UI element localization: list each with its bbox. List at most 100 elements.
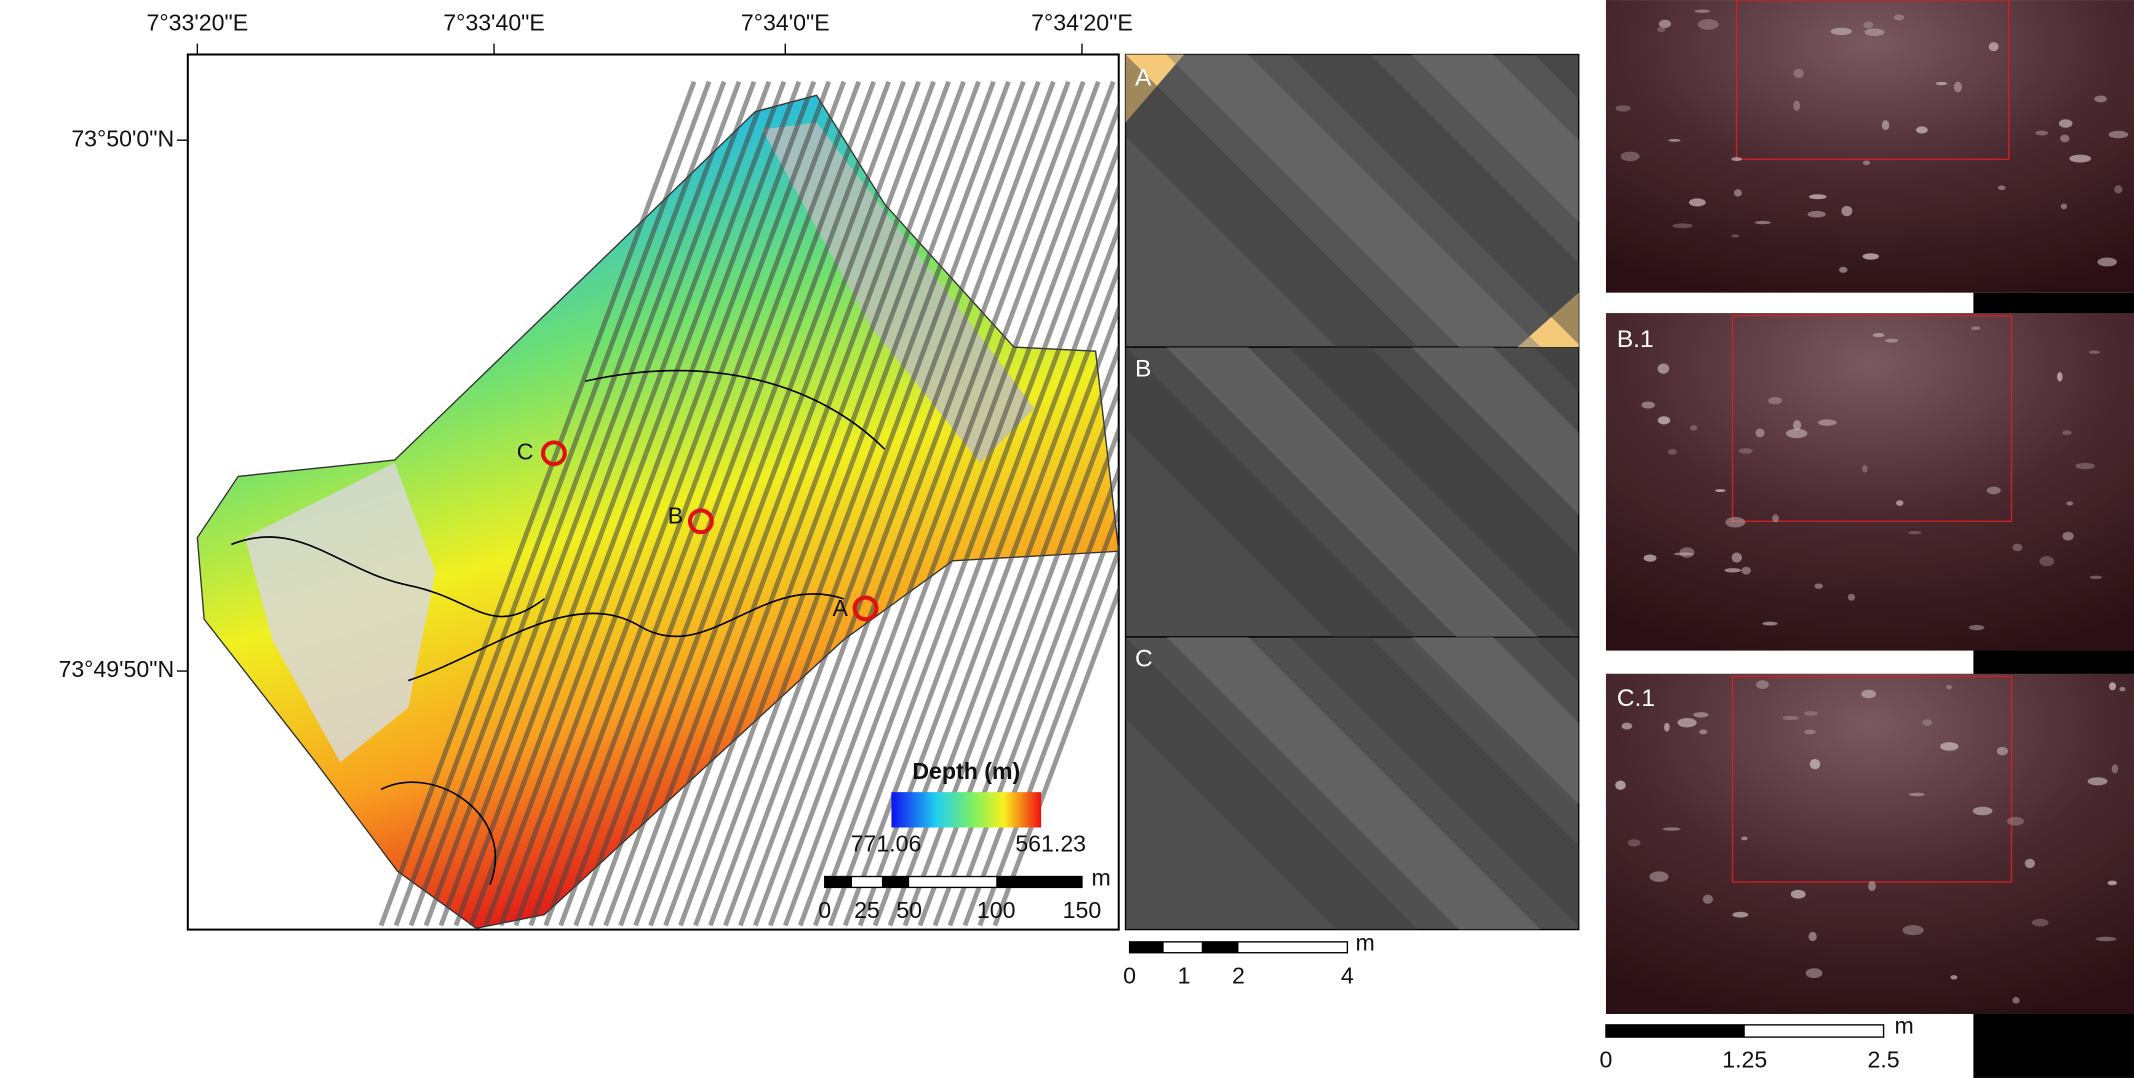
mosaic-scalebar: 0 1 2 4 m (1123, 930, 1375, 989)
speck (2109, 131, 2129, 139)
speck (2007, 817, 2024, 826)
scalebar-unit: m (1894, 1013, 1913, 1039)
speck (1908, 531, 1921, 534)
speck (1615, 780, 1626, 789)
latitude-label: 73°50'0"N (71, 125, 174, 151)
speck (1998, 185, 2006, 190)
scalebar-label: 25 (854, 897, 880, 923)
panel-label: B (1135, 356, 1151, 383)
speck (2062, 532, 2073, 541)
speck (1950, 975, 1957, 979)
speck (1940, 742, 1958, 751)
speck (1809, 194, 1826, 199)
scalebar-label: 100 (977, 897, 1016, 923)
speck (1698, 19, 1719, 30)
speck (2109, 682, 2116, 690)
figure: 7°33'20"E 7°33'40"E 7°34'0"E 7°34'20"E 7… (0, 0, 2134, 1078)
site-label: C (517, 438, 534, 464)
speck (1997, 747, 2008, 755)
scalebar-label: 4 (1341, 962, 1354, 988)
speck (1658, 416, 1671, 424)
speck (1971, 326, 1980, 330)
speck (1809, 932, 1817, 941)
speck (2090, 576, 2102, 579)
speck (1755, 221, 1771, 224)
speck (1725, 517, 1745, 527)
scalebar-segment (1130, 942, 1164, 953)
scalebar-segment (1606, 1025, 1745, 1037)
panel-label: B.1 (1617, 326, 1654, 353)
site-label: A (832, 595, 848, 621)
speck (1808, 211, 1826, 218)
speck (1693, 712, 1708, 717)
speck (1882, 120, 1889, 130)
speck (1733, 912, 1749, 918)
speck (1818, 419, 1837, 425)
legend-title: Depth (m) (912, 758, 1020, 784)
speck (1954, 82, 1962, 93)
speck (1690, 425, 1697, 430)
speck (1731, 157, 1742, 161)
speck (1810, 759, 1821, 769)
speck (1739, 448, 1753, 453)
speck (1969, 625, 1984, 630)
scalebar-label: 0 (818, 897, 831, 923)
scalebar-label: 2.5 (1868, 1047, 1900, 1073)
speck (1668, 449, 1677, 455)
speck (2089, 350, 2100, 353)
page-body: {"map": { "lon_labels": ["7°33'20\"E", "… (0, 0, 2134, 1078)
speck (1782, 716, 1799, 720)
speck (1732, 553, 1742, 563)
speck (1793, 101, 1800, 111)
seafloor-photo (1606, 313, 2134, 651)
scalebar-segment (882, 877, 909, 888)
speck (1644, 554, 1657, 561)
legend-colorbar (891, 792, 1041, 827)
speck (1841, 206, 1852, 216)
scalebar-label: 1.25 (1722, 1047, 1767, 1073)
speck (2062, 430, 2071, 435)
longitude-label: 7°33'40"E (443, 10, 545, 36)
speck (1668, 139, 1680, 142)
speck (1734, 189, 1742, 196)
latitude-label: 73°49'50"N (58, 656, 174, 682)
longitude-label: 7°34'20"E (1031, 10, 1133, 36)
scalebar-segment (1202, 942, 1239, 953)
speck (1794, 69, 1804, 78)
speck (1814, 583, 1822, 589)
scalebar-label: 150 (1063, 897, 1102, 923)
speck (2094, 96, 2107, 103)
speck (2061, 204, 2067, 210)
speck (1658, 364, 1670, 374)
longitude-label: 7°34'0"E (741, 10, 830, 36)
speck (1786, 429, 1807, 438)
speck (1659, 20, 1671, 28)
speck (1673, 223, 1693, 228)
panel-label: A (1135, 64, 1152, 91)
speck (2057, 372, 2062, 382)
speck (1861, 690, 1876, 698)
speck (1885, 339, 1898, 343)
scalebar-unit: m (1091, 864, 1110, 890)
seafloor-photo (1606, 0, 2134, 293)
speck (1806, 968, 1823, 978)
speck (2039, 556, 2054, 566)
speck (1804, 730, 1815, 735)
speck (1680, 547, 1695, 558)
scalebar-label: 2 (1232, 962, 1245, 988)
speck (1755, 429, 1764, 438)
speck (1699, 729, 1707, 734)
speck (1768, 397, 1782, 404)
speck (2012, 997, 2019, 1004)
scalebar-label: 50 (896, 897, 922, 923)
speck (1863, 160, 1870, 165)
speck (1657, 27, 1665, 32)
speck (1731, 234, 1739, 237)
speck (1663, 827, 1681, 830)
speck (1862, 253, 1879, 259)
speck (2035, 131, 2048, 136)
panel-label: C.1 (1617, 685, 1655, 712)
speck (1762, 622, 1777, 626)
speck (1987, 487, 2001, 495)
speck (2060, 135, 2069, 143)
